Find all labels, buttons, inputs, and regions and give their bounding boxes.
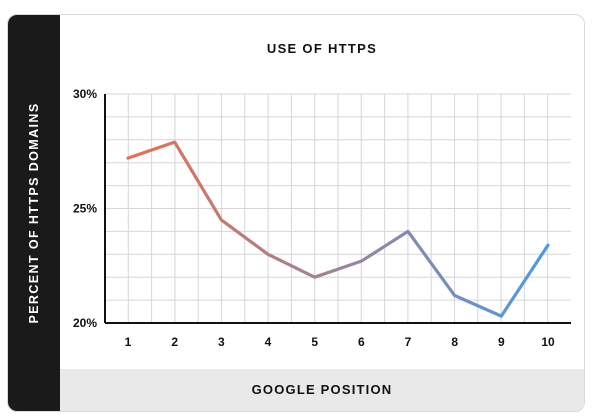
y-tick-label: 20% — [73, 316, 97, 330]
x-axis-label: GOOGLE POSITION — [251, 382, 393, 397]
x-tick-label: 1 — [125, 335, 132, 349]
x-axis-label-band: GOOGLE POSITION — [60, 369, 584, 411]
x-tick-label: 8 — [451, 335, 458, 349]
x-tick-label: 7 — [405, 335, 412, 349]
x-tick-label: 6 — [358, 335, 365, 349]
chart-title: USE OF HTTPS — [266, 41, 378, 56]
x-tick-label: 2 — [171, 335, 178, 349]
x-tick-label: 3 — [218, 335, 225, 349]
y-tick-label: 30% — [73, 87, 97, 101]
line-chart: 20% 25% 30% 1 2 3 4 5 6 7 8 9 10 — [73, 87, 571, 349]
axes — [104, 94, 571, 324]
x-tick-label: 4 — [265, 335, 272, 349]
chart-card: PERCENT OF HTTPS DOMAINS USE OF HTTPS GO… — [7, 14, 585, 412]
y-tick-label: 25% — [73, 202, 97, 216]
x-tick-label: 9 — [498, 335, 505, 349]
x-tick-label: 10 — [541, 335, 555, 349]
x-tick-label: 5 — [311, 335, 318, 349]
series-layer — [126, 140, 550, 318]
tick-labels: 20% 25% 30% 1 2 3 4 5 6 7 8 9 10 — [73, 87, 555, 349]
grid — [105, 93, 571, 323]
series-line — [126, 140, 550, 318]
y-axis-label-band: PERCENT OF HTTPS DOMAINS — [8, 15, 60, 411]
